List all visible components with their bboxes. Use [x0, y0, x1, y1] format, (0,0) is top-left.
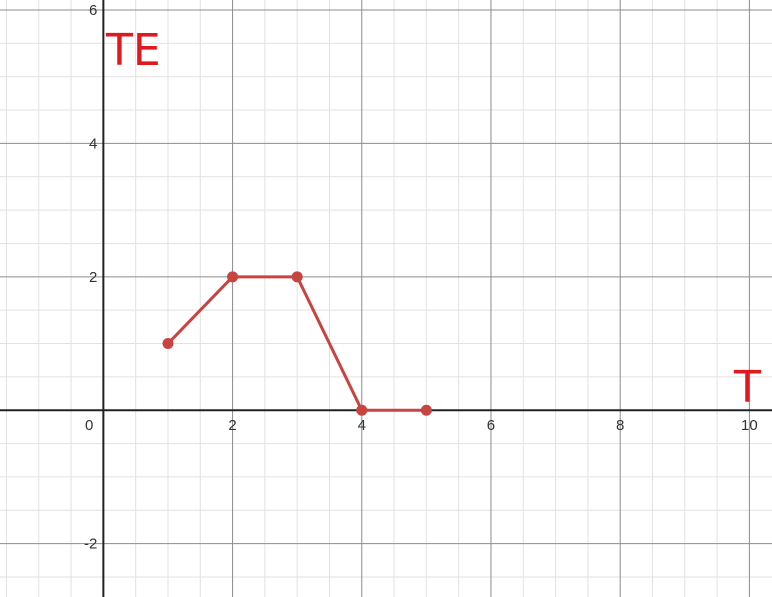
y-tick-label: 6	[89, 2, 97, 19]
x-tick-label: 4	[358, 417, 366, 434]
data-point[interactable]	[420, 404, 432, 416]
x-tick-label: 6	[487, 417, 495, 434]
data-point[interactable]	[227, 271, 239, 283]
y-axis-label: TE	[105, 25, 161, 76]
x-tick-label: 2	[228, 417, 236, 434]
y-tick-label: -2	[84, 536, 97, 553]
x-tick-label: 10	[741, 417, 758, 434]
x-tick-label: 0	[85, 417, 93, 434]
y-tick-label: 2	[89, 269, 97, 286]
data-point[interactable]	[291, 271, 303, 283]
data-point[interactable]	[162, 338, 174, 350]
tick-labels: 0 2 4 6 8 10 -2 2 4 6	[84, 2, 758, 553]
data-point[interactable]	[356, 404, 368, 416]
y-tick-label: 4	[89, 135, 97, 152]
x-tick-label: 8	[616, 417, 624, 434]
x-axis-label: T	[733, 362, 761, 413]
series-layer	[162, 271, 432, 416]
